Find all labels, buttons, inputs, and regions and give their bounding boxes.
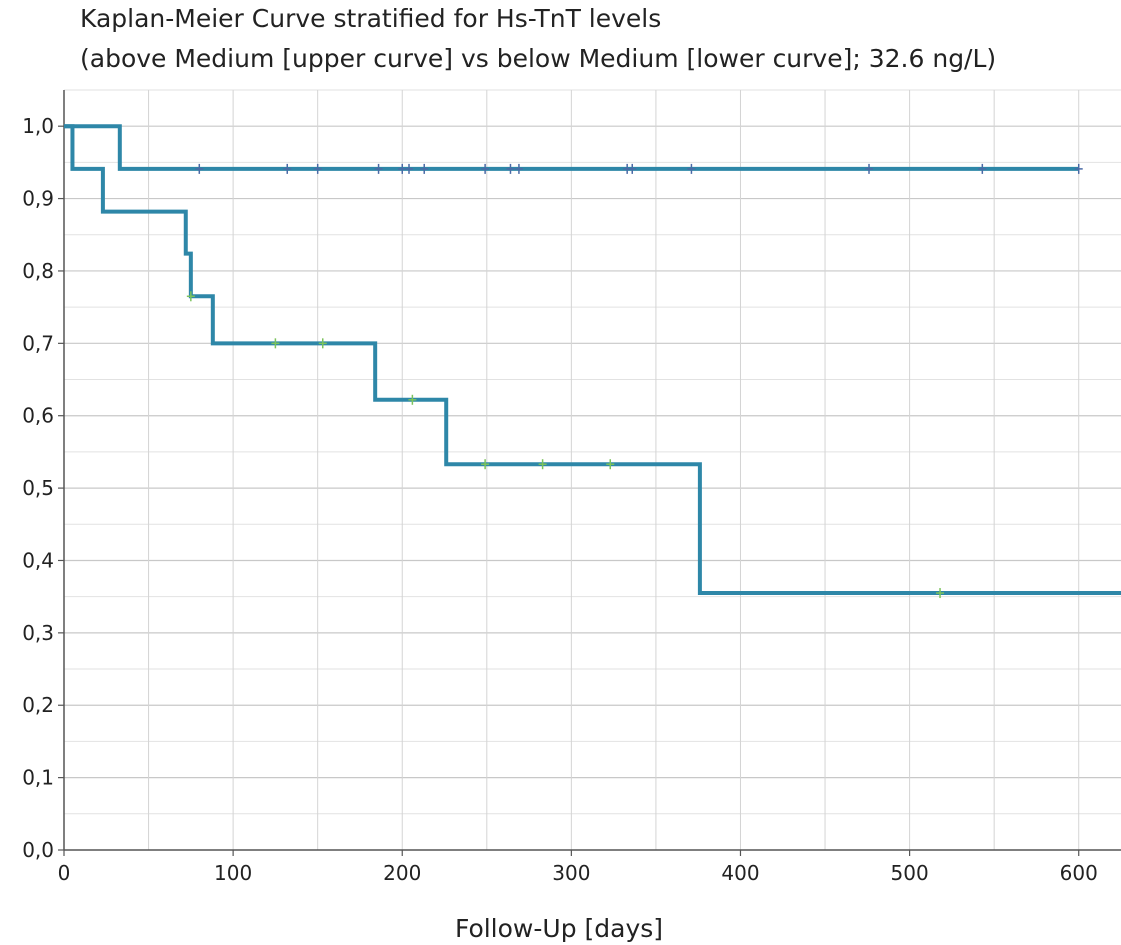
y-tick-label: 0,3 [22, 621, 54, 645]
lower-censor-mark [606, 459, 615, 470]
axes [63, 90, 1121, 851]
censor-markers [186, 163, 1083, 599]
x-tick-label: 400 [721, 861, 759, 885]
series-layer [64, 124, 1121, 596]
x-tick-label: 500 [891, 861, 929, 885]
y-tick-label: 0,6 [22, 404, 54, 428]
upper-censor-mark [420, 163, 429, 174]
x-tick-label: 100 [214, 861, 252, 885]
y-tick-label: 0,2 [22, 693, 54, 717]
upper-censor-mark [283, 163, 292, 174]
lower-curve-line [64, 124, 1121, 596]
upper-censor-mark [313, 163, 322, 174]
x-tick-label: 200 [383, 861, 421, 885]
lower-censor-mark [408, 394, 417, 405]
y-tick-label: 0,9 [22, 187, 54, 211]
upper-censor-mark [687, 163, 696, 174]
tick-labels: 0,0 0,1 0,2 0,3 0,4 0,5 0,6 0,7 0,8 0,9 1,0 0 100 200… [22, 114, 1098, 885]
x-axis-label: Follow-Up [days] [455, 914, 663, 943]
x-tick-label: 0 [58, 861, 71, 885]
lower-censor-mark [538, 459, 547, 470]
upper-censor-mark [481, 163, 490, 174]
upper-censor-mark [195, 163, 204, 174]
upper-curve-line [64, 124, 1079, 171]
upper-censor-mark [405, 163, 414, 174]
y-tick-label: 0,0 [22, 838, 54, 862]
upper-censor-mark [1074, 163, 1083, 174]
upper-censor-mark [374, 163, 383, 174]
x-tick-label: 300 [552, 861, 590, 885]
upper-censor-mark [865, 163, 874, 174]
lower-censor-mark [186, 291, 195, 302]
upper-censor-mark [514, 163, 523, 174]
y-tick-label: 0,4 [22, 548, 54, 572]
y-tick-label: 0,1 [22, 766, 54, 790]
lower-censor-mark [936, 588, 945, 599]
x-tick-label: 600 [1060, 861, 1098, 885]
upper-censor-mark [628, 163, 637, 174]
upper-censor-mark [398, 163, 407, 174]
chart-subtitle: (above Medium [upper curve] vs below Med… [80, 44, 997, 73]
upper-censor-mark [978, 163, 987, 174]
y-tick-label: 0,5 [22, 476, 54, 500]
chart-title: Kaplan-Meier Curve stratified for Hs-TnT… [80, 4, 662, 33]
lower-censor-mark [481, 459, 490, 470]
lower-censor-mark [318, 338, 327, 349]
y-tick-label: 0,8 [22, 259, 54, 283]
grid [64, 89, 1121, 850]
lower-censor-mark [271, 338, 280, 349]
y-tick-label: 1,0 [22, 114, 54, 138]
y-tick-label: 0,7 [22, 331, 54, 355]
upper-censor-mark [506, 163, 515, 174]
